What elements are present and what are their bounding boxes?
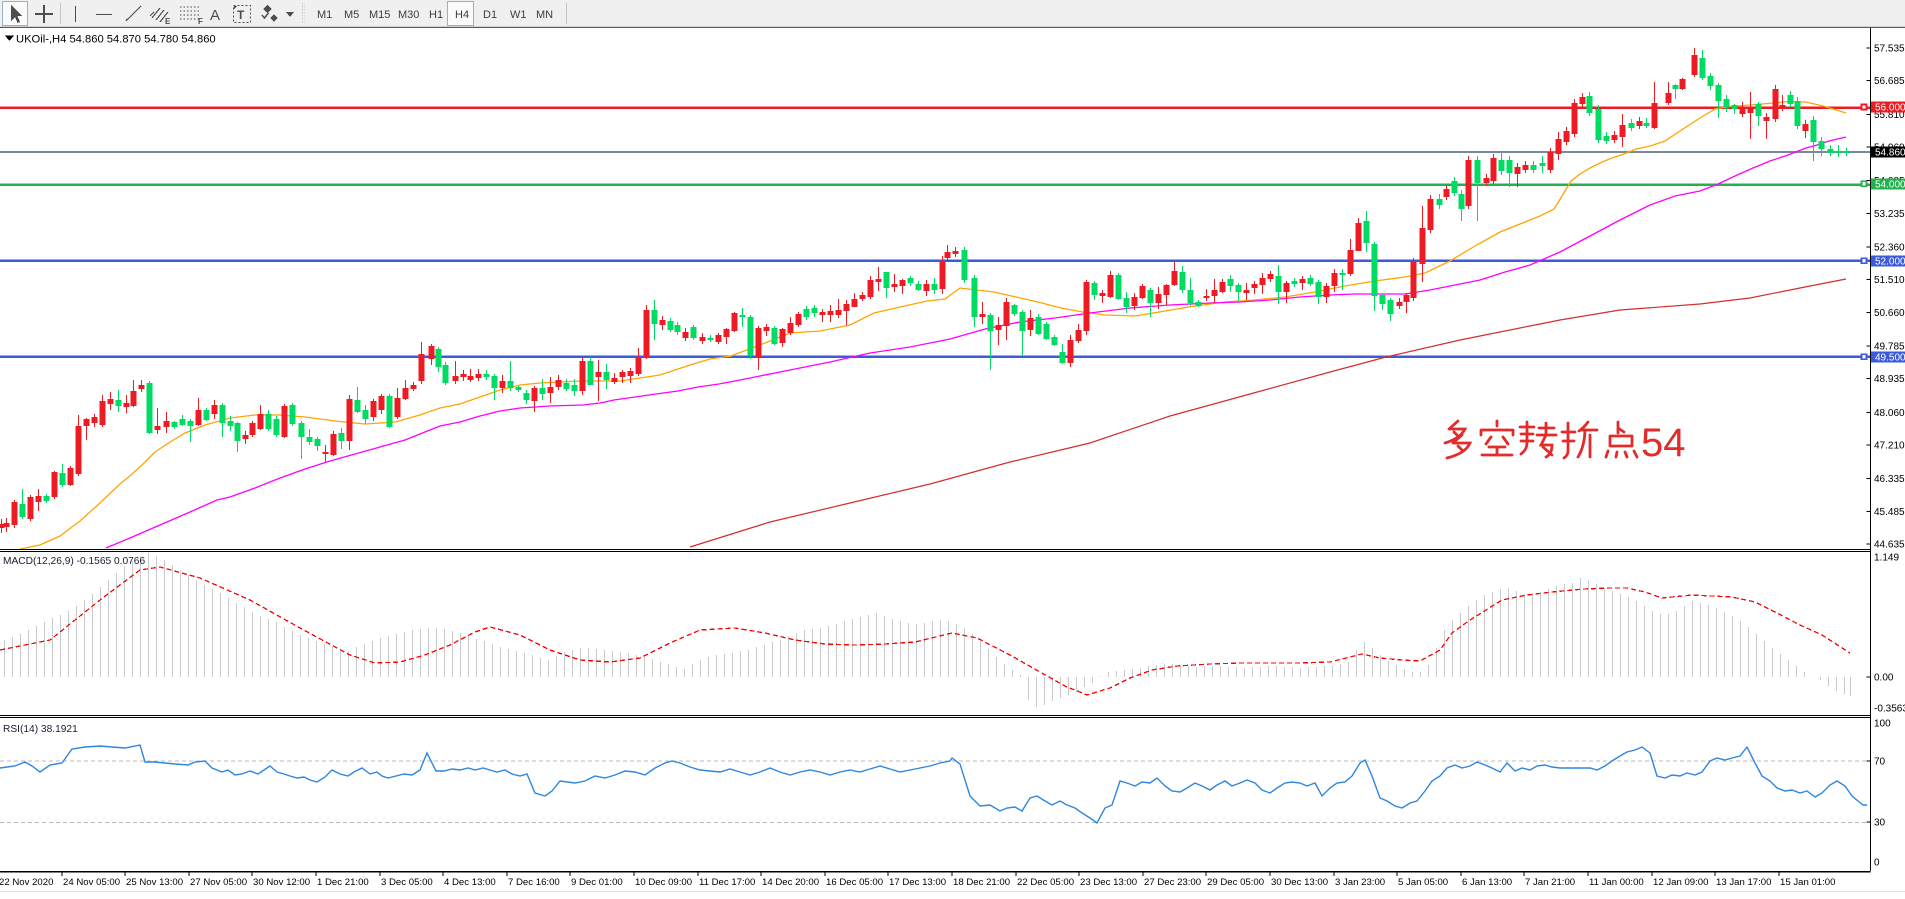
svg-text:44.635: 44.635 — [1874, 540, 1905, 551]
svg-text:52.000: 52.000 — [1875, 256, 1905, 267]
svg-text:0.00: 0.00 — [1874, 673, 1894, 684]
svg-text:5 Jan 05:00: 5 Jan 05:00 — [1398, 877, 1448, 888]
svg-text:16 Dec 05:00: 16 Dec 05:00 — [826, 877, 883, 888]
svg-text:13 Jan 17:00: 13 Jan 17:00 — [1716, 877, 1771, 888]
svg-text:11 Dec 17:00: 11 Dec 17:00 — [699, 877, 755, 888]
svg-text:27 Nov 05:00: 27 Nov 05:00 — [190, 877, 247, 888]
svg-text:55.810: 55.810 — [1874, 110, 1905, 121]
svg-text:22 Nov 2020: 22 Nov 2020 — [0, 877, 53, 888]
svg-text:56.000: 56.000 — [1875, 103, 1905, 114]
svg-text:12 Jan 09:00: 12 Jan 09:00 — [1653, 877, 1708, 888]
svg-text:49.500: 49.500 — [1875, 352, 1905, 363]
svg-text:9 Dec 01:00: 9 Dec 01:00 — [571, 877, 623, 888]
svg-text:M5: M5 — [344, 9, 359, 21]
svg-text:W1: W1 — [510, 9, 527, 21]
svg-text:49.785: 49.785 — [1874, 342, 1905, 353]
svg-text:M15: M15 — [369, 9, 390, 21]
svg-text:3 Jan 23:00: 3 Jan 23:00 — [1335, 877, 1385, 888]
svg-text:RSI(14) 38.1921: RSI(14) 38.1921 — [3, 724, 78, 735]
svg-text:47.210: 47.210 — [1874, 441, 1905, 452]
svg-text:F: F — [198, 17, 203, 26]
svg-text:30 Nov 12:00: 30 Nov 12:00 — [253, 877, 310, 888]
svg-text:54: 54 — [1641, 421, 1686, 465]
svg-text:54.860: 54.860 — [1875, 148, 1905, 159]
svg-text:15 Jan 01:00: 15 Jan 01:00 — [1780, 877, 1835, 888]
svg-text:27 Dec 23:00: 27 Dec 23:00 — [1144, 877, 1201, 888]
svg-text:52.360: 52.360 — [1874, 243, 1905, 254]
svg-text:54.000: 54.000 — [1875, 179, 1905, 190]
svg-text:30 Dec 13:00: 30 Dec 13:00 — [1271, 877, 1328, 888]
svg-text:3 Dec 05:00: 3 Dec 05:00 — [381, 877, 433, 888]
svg-text:D1: D1 — [483, 9, 497, 21]
svg-text:56.685: 56.685 — [1874, 76, 1905, 87]
svg-text:T: T — [237, 8, 245, 22]
svg-text:30: 30 — [1874, 818, 1886, 829]
svg-text:22 Dec 05:00: 22 Dec 05:00 — [1017, 877, 1074, 888]
svg-text:1 Dec 21:00: 1 Dec 21:00 — [317, 877, 369, 888]
svg-text:10 Dec 09:00: 10 Dec 09:00 — [635, 877, 692, 888]
svg-text:50.660: 50.660 — [1874, 308, 1905, 319]
svg-text:M30: M30 — [398, 9, 419, 21]
svg-text:70: 70 — [1874, 757, 1886, 768]
svg-text:29 Dec 05:00: 29 Dec 05:00 — [1207, 877, 1264, 888]
svg-text:UKOil-,H4 54.860 54.870 54.78: UKOil-,H4 54.860 54.870 54.780 54.860 — [16, 34, 216, 46]
svg-text:51.510: 51.510 — [1874, 275, 1905, 286]
svg-text:46.335: 46.335 — [1874, 474, 1905, 485]
svg-text:MACD(12,26,9) -0.1565 0.0766: MACD(12,26,9) -0.1565 0.0766 — [3, 556, 145, 567]
svg-text:17 Dec 13:00: 17 Dec 13:00 — [889, 877, 946, 888]
svg-text:H1: H1 — [429, 9, 443, 21]
svg-text:4 Dec 13:00: 4 Dec 13:00 — [444, 877, 496, 888]
svg-text:A: A — [210, 7, 220, 24]
svg-text:7 Dec 16:00: 7 Dec 16:00 — [508, 877, 560, 888]
svg-text:25 Nov 13:00: 25 Nov 13:00 — [126, 877, 183, 888]
svg-text:-0.3563: -0.3563 — [1874, 704, 1905, 715]
svg-text:45.485: 45.485 — [1874, 507, 1905, 518]
svg-text:48.060: 48.060 — [1874, 408, 1905, 419]
svg-text:23 Dec 13:00: 23 Dec 13:00 — [1080, 877, 1137, 888]
svg-text:1.149: 1.149 — [1874, 553, 1899, 564]
svg-text:100: 100 — [1874, 719, 1891, 730]
svg-text:57.535: 57.535 — [1874, 44, 1905, 55]
svg-text:M1: M1 — [317, 9, 332, 21]
svg-text:7 Jan 21:00: 7 Jan 21:00 — [1525, 877, 1575, 888]
svg-text:11 Jan 00:00: 11 Jan 00:00 — [1589, 877, 1644, 888]
svg-text:0: 0 — [1874, 858, 1880, 869]
svg-text:24 Nov 05:00: 24 Nov 05:00 — [63, 877, 120, 888]
svg-text:18 Dec 21:00: 18 Dec 21:00 — [953, 877, 1010, 888]
svg-text:H4: H4 — [455, 9, 469, 21]
svg-text:14 Dec 20:00: 14 Dec 20:00 — [762, 877, 819, 888]
svg-text:MN: MN — [536, 9, 553, 21]
svg-text:48.935: 48.935 — [1874, 374, 1905, 385]
svg-text:53.235: 53.235 — [1874, 209, 1905, 220]
svg-text:E: E — [165, 17, 171, 26]
svg-text:6 Jan 13:00: 6 Jan 13:00 — [1462, 877, 1512, 888]
